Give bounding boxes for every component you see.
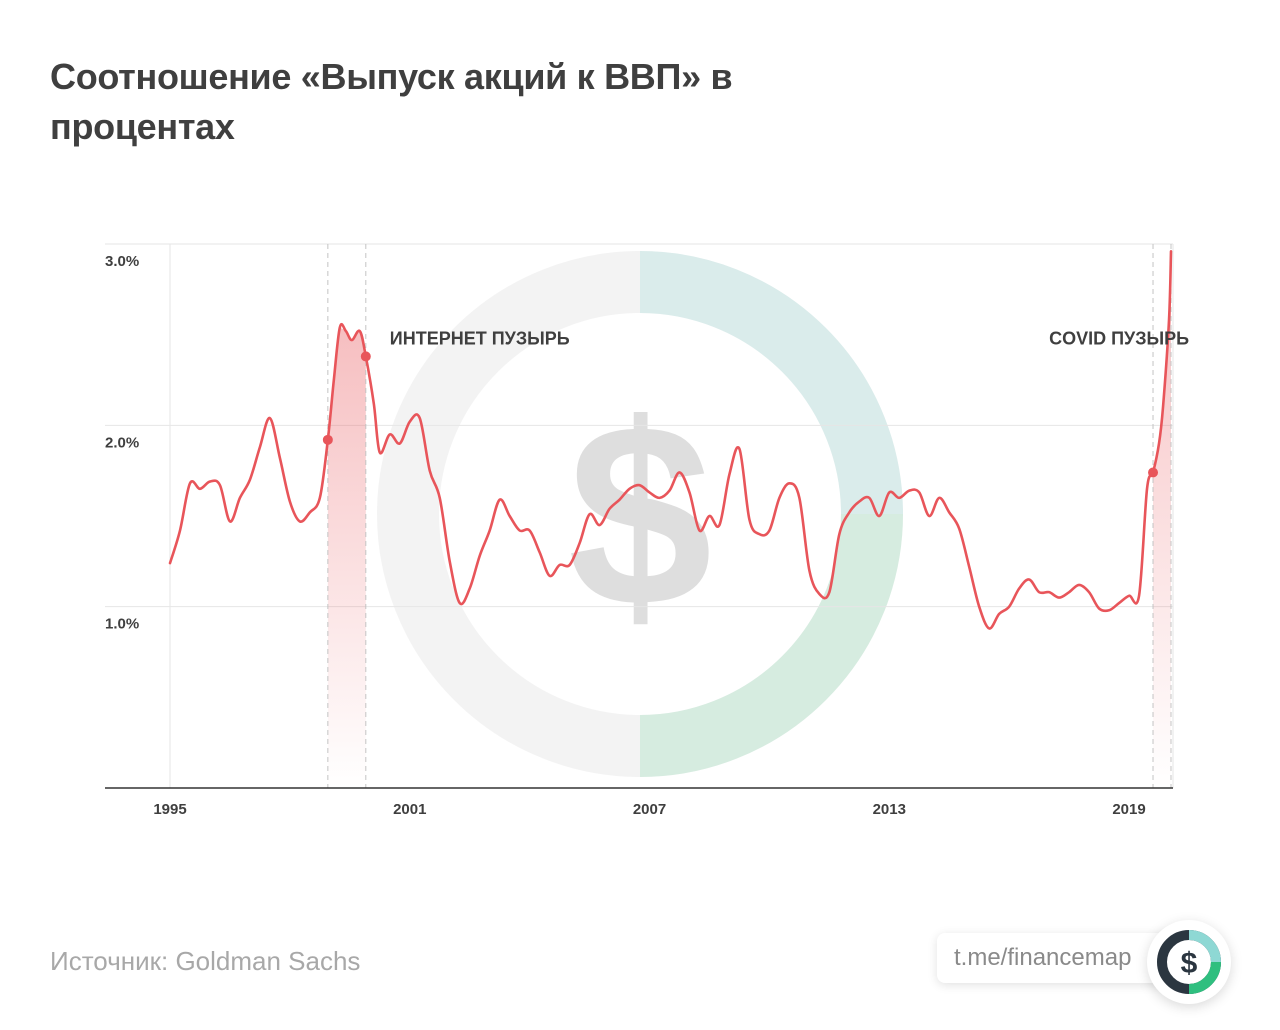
x-tick-label: 2013: [873, 801, 906, 818]
watermark-ring-green: [639, 513, 903, 777]
bubble-label: COVID ПУЗЫРЬ: [1049, 328, 1189, 348]
x-tick-label: 2019: [1112, 801, 1145, 818]
series-line-path: [168, 249, 1173, 630]
y-tick-label: 1.0%: [105, 616, 139, 633]
bubble-band-fill: [327, 327, 366, 788]
y-tick-label: 2.0%: [105, 434, 139, 451]
highlight-point: [1148, 467, 1159, 478]
axes: 1.0% 2.0% 3.0% 1995 2001 2007 2013 2019: [105, 253, 1173, 818]
x-tick-label: 2007: [633, 801, 666, 818]
annotation-labels: ИНТЕРНЕТ ПУЗЫРЬ COVID ПУЗЫРЬ: [390, 328, 1189, 348]
watermark-ring: [377, 251, 903, 777]
channel-link[interactable]: t.me/financemap: [954, 944, 1132, 971]
brand-logo[interactable]: $: [1147, 920, 1231, 1004]
markers: [322, 351, 1159, 478]
channel-link-pill[interactable]: [937, 933, 1187, 983]
y-tick-label: 3.0%: [105, 253, 139, 270]
grid: [105, 243, 1174, 788]
page-title: Соотношение «Выпуск акций к ВВП» в проце…: [50, 56, 733, 147]
annotation-bands: [327, 244, 1172, 789]
x-tick-label: 1995: [153, 801, 186, 818]
x-tick-label: 2001: [393, 801, 426, 818]
highlight-point: [360, 351, 371, 362]
series-line: [168, 249, 1173, 630]
dollar-logo-icon: $: [1157, 930, 1221, 994]
highlight-point: [322, 434, 333, 445]
watermark-ring-teal: [639, 251, 903, 515]
bubble-band-fill: [1153, 251, 1172, 789]
svg-text:$: $: [1181, 947, 1198, 980]
source-note: Источник: Goldman Sachs: [50, 946, 361, 976]
bubble-label: ИНТЕРНЕТ ПУЗЫРЬ: [390, 328, 570, 348]
